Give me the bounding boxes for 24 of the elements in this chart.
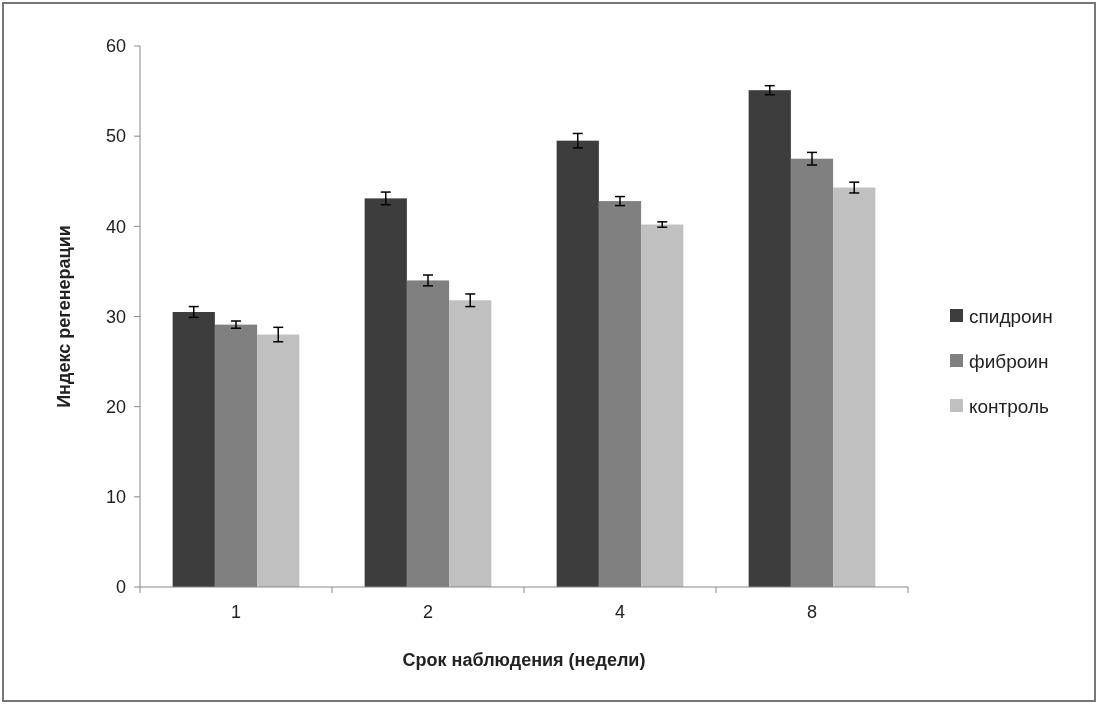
- bar: [364, 198, 407, 587]
- x-tick-label: 1: [230, 602, 242, 622]
- bar: [641, 224, 684, 587]
- y-tick-label: 40: [105, 216, 126, 237]
- y-tick-label: 50: [105, 126, 126, 147]
- legend-label: фиброин: [969, 350, 1049, 372]
- legend-label: контроль: [969, 395, 1050, 417]
- y-tick-label: 60: [105, 36, 126, 57]
- y-tick-label: 20: [105, 396, 126, 417]
- bar: [833, 187, 876, 587]
- bar: [748, 90, 791, 587]
- y-tick-label: 30: [105, 306, 126, 327]
- bar: [449, 300, 492, 587]
- y-tick-label: 10: [105, 487, 126, 508]
- bar: [172, 311, 215, 587]
- legend-label: спидроин: [969, 305, 1053, 327]
- x-tick-label: 4: [614, 602, 626, 622]
- bar: [257, 334, 300, 587]
- y-tick-label: 0: [115, 577, 126, 598]
- x-axis-title: Срок наблюдения (недели): [402, 650, 646, 670]
- bar: [556, 140, 599, 587]
- x-tick-label: 8: [806, 602, 818, 622]
- y-axis-title: Индекс регенерации: [54, 225, 74, 408]
- x-tick-label: 2: [422, 602, 434, 622]
